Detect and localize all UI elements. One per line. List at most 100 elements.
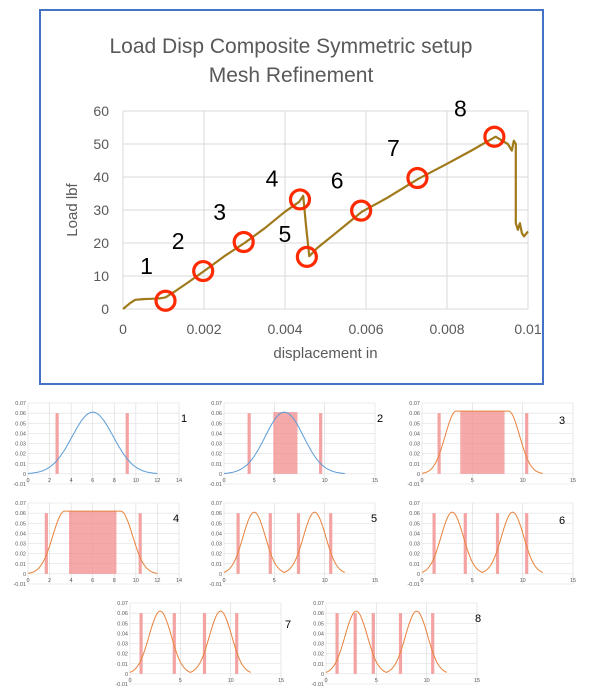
marker-number-label: 6: [331, 168, 344, 194]
y-tick-label: 0.03: [409, 542, 420, 548]
x-tick-label: 15: [474, 678, 480, 684]
x-tick-label: 0.008: [429, 321, 464, 337]
panel-number-label: 7: [285, 619, 291, 631]
marker-circle: [295, 245, 318, 268]
x-tick-label: 6: [91, 478, 94, 484]
y-tick-label: 0.06: [15, 511, 26, 517]
x-tick-label: 10: [228, 678, 234, 684]
y-tick-label: 0.01: [211, 562, 222, 568]
y-tick-label: 0: [23, 572, 26, 578]
x-tick-label: 0: [26, 478, 29, 484]
chart-title-line: Mesh Refinement: [209, 64, 374, 87]
y-tick-label: 0.01: [15, 462, 26, 468]
y-tick-label: 0.01: [15, 562, 26, 568]
y-tick-label: 0.01: [409, 562, 420, 568]
x-tick-label: 12: [154, 478, 160, 484]
marker-number-label: 8: [454, 96, 467, 122]
y-tick-label: 50: [93, 136, 109, 152]
x-tick-label: 14: [176, 578, 182, 584]
x-tick-label: 4: [70, 578, 73, 584]
y-tick-label: 0.04: [15, 431, 26, 437]
y-tick-label: 0: [125, 672, 128, 678]
marker-bar: [236, 513, 240, 574]
profile-curve: [325, 610, 448, 673]
load-displacement-chart: Load Disp Composite Symmetric setup Mesh …: [64, 35, 542, 362]
x-tick-label: 15: [372, 478, 378, 484]
x-tick-label: 10: [133, 578, 139, 584]
marker-bar: [525, 413, 529, 474]
marker-circle: [406, 166, 429, 190]
marker-circle: [288, 188, 312, 211]
marker-number-label: 7: [387, 135, 400, 161]
y-tick-label: 0.03: [313, 642, 324, 648]
y-tick-label: 0: [417, 472, 420, 478]
y-tick-label: 0: [219, 472, 222, 478]
marker-bar: [247, 413, 251, 474]
marker-bar: [431, 613, 435, 674]
x-tick-label: 0: [26, 578, 29, 584]
y-tick-label: -0.01: [407, 482, 420, 488]
y-tick-label: 0.04: [409, 531, 420, 537]
x-tick-label: 15: [570, 578, 576, 584]
shaded-region: [460, 411, 505, 474]
y-tick-label: 0.02: [15, 552, 26, 558]
marker-number-label: 3: [213, 199, 226, 225]
y-tick-label: -0.01: [209, 582, 222, 588]
y-tick-label: 0.05: [117, 621, 128, 627]
y-tick-label: 10: [93, 268, 109, 284]
marker-bar: [398, 613, 403, 674]
panel-number-label: 1: [181, 413, 187, 425]
x-tick-label: 10: [133, 478, 139, 484]
x-tick-label: 10: [424, 678, 430, 684]
marker-bar: [296, 513, 301, 574]
marker-bar: [353, 613, 357, 674]
y-tick-label: 0.07: [211, 401, 222, 407]
y-tick-label: 0.03: [15, 542, 26, 548]
y-tick-label: -0.01: [13, 482, 26, 488]
y-tick-label: 0.04: [211, 431, 222, 437]
y-tick-label: -0.01: [13, 582, 26, 588]
y-tick-label: -0.01: [311, 682, 324, 688]
x-tick-label: 8: [113, 578, 116, 584]
marker-number-label: 4: [266, 165, 279, 191]
panel-number-label: 2: [377, 413, 383, 425]
y-tick-label: 0.05: [15, 421, 26, 427]
marker-bar: [235, 613, 239, 674]
panel-number-label: 5: [371, 513, 377, 525]
marker-bar: [329, 513, 333, 574]
y-tick-label: 0.06: [211, 411, 222, 417]
profile-curve: [129, 610, 252, 673]
x-tick-label: 5: [471, 478, 474, 484]
y-tick-label: 0.01: [313, 662, 324, 668]
profile-curve: [421, 410, 543, 474]
panel-number-label: 4: [173, 513, 179, 525]
y-tick-label: 0.06: [15, 411, 26, 417]
y-tick-label: 0.06: [313, 611, 324, 617]
y-tick-label: 0: [219, 572, 222, 578]
main-chart-frame: Load Disp Composite Symmetric setup Mesh …: [39, 9, 544, 385]
y-tick-label: 30: [93, 202, 109, 218]
x-tick-label: 10: [520, 478, 526, 484]
marker-bar: [432, 513, 436, 574]
y-tick-label: 40: [93, 169, 109, 185]
y-tick-label: 0.05: [409, 421, 420, 427]
y-tick-label: 0.03: [15, 442, 26, 448]
x-tick-label: 8: [113, 478, 116, 484]
marker-bar: [139, 613, 143, 674]
x-tick-label: 15: [278, 678, 284, 684]
y-tick-label: 0.04: [15, 531, 26, 537]
y-tick-label: 0.06: [211, 511, 222, 517]
y-tick-label: 0.05: [211, 421, 222, 427]
profile-curve: [27, 510, 158, 574]
y-tick-label: 0.02: [313, 652, 324, 658]
y-tick-label: 0.07: [15, 501, 26, 507]
y-tick-label: -0.01: [115, 682, 128, 688]
marker-bar: [495, 513, 500, 574]
marker-bar: [371, 613, 375, 674]
y-tick-label: 20: [93, 235, 109, 251]
x-tick-label: 14: [176, 478, 182, 484]
x-tick-label: 10: [322, 578, 328, 584]
